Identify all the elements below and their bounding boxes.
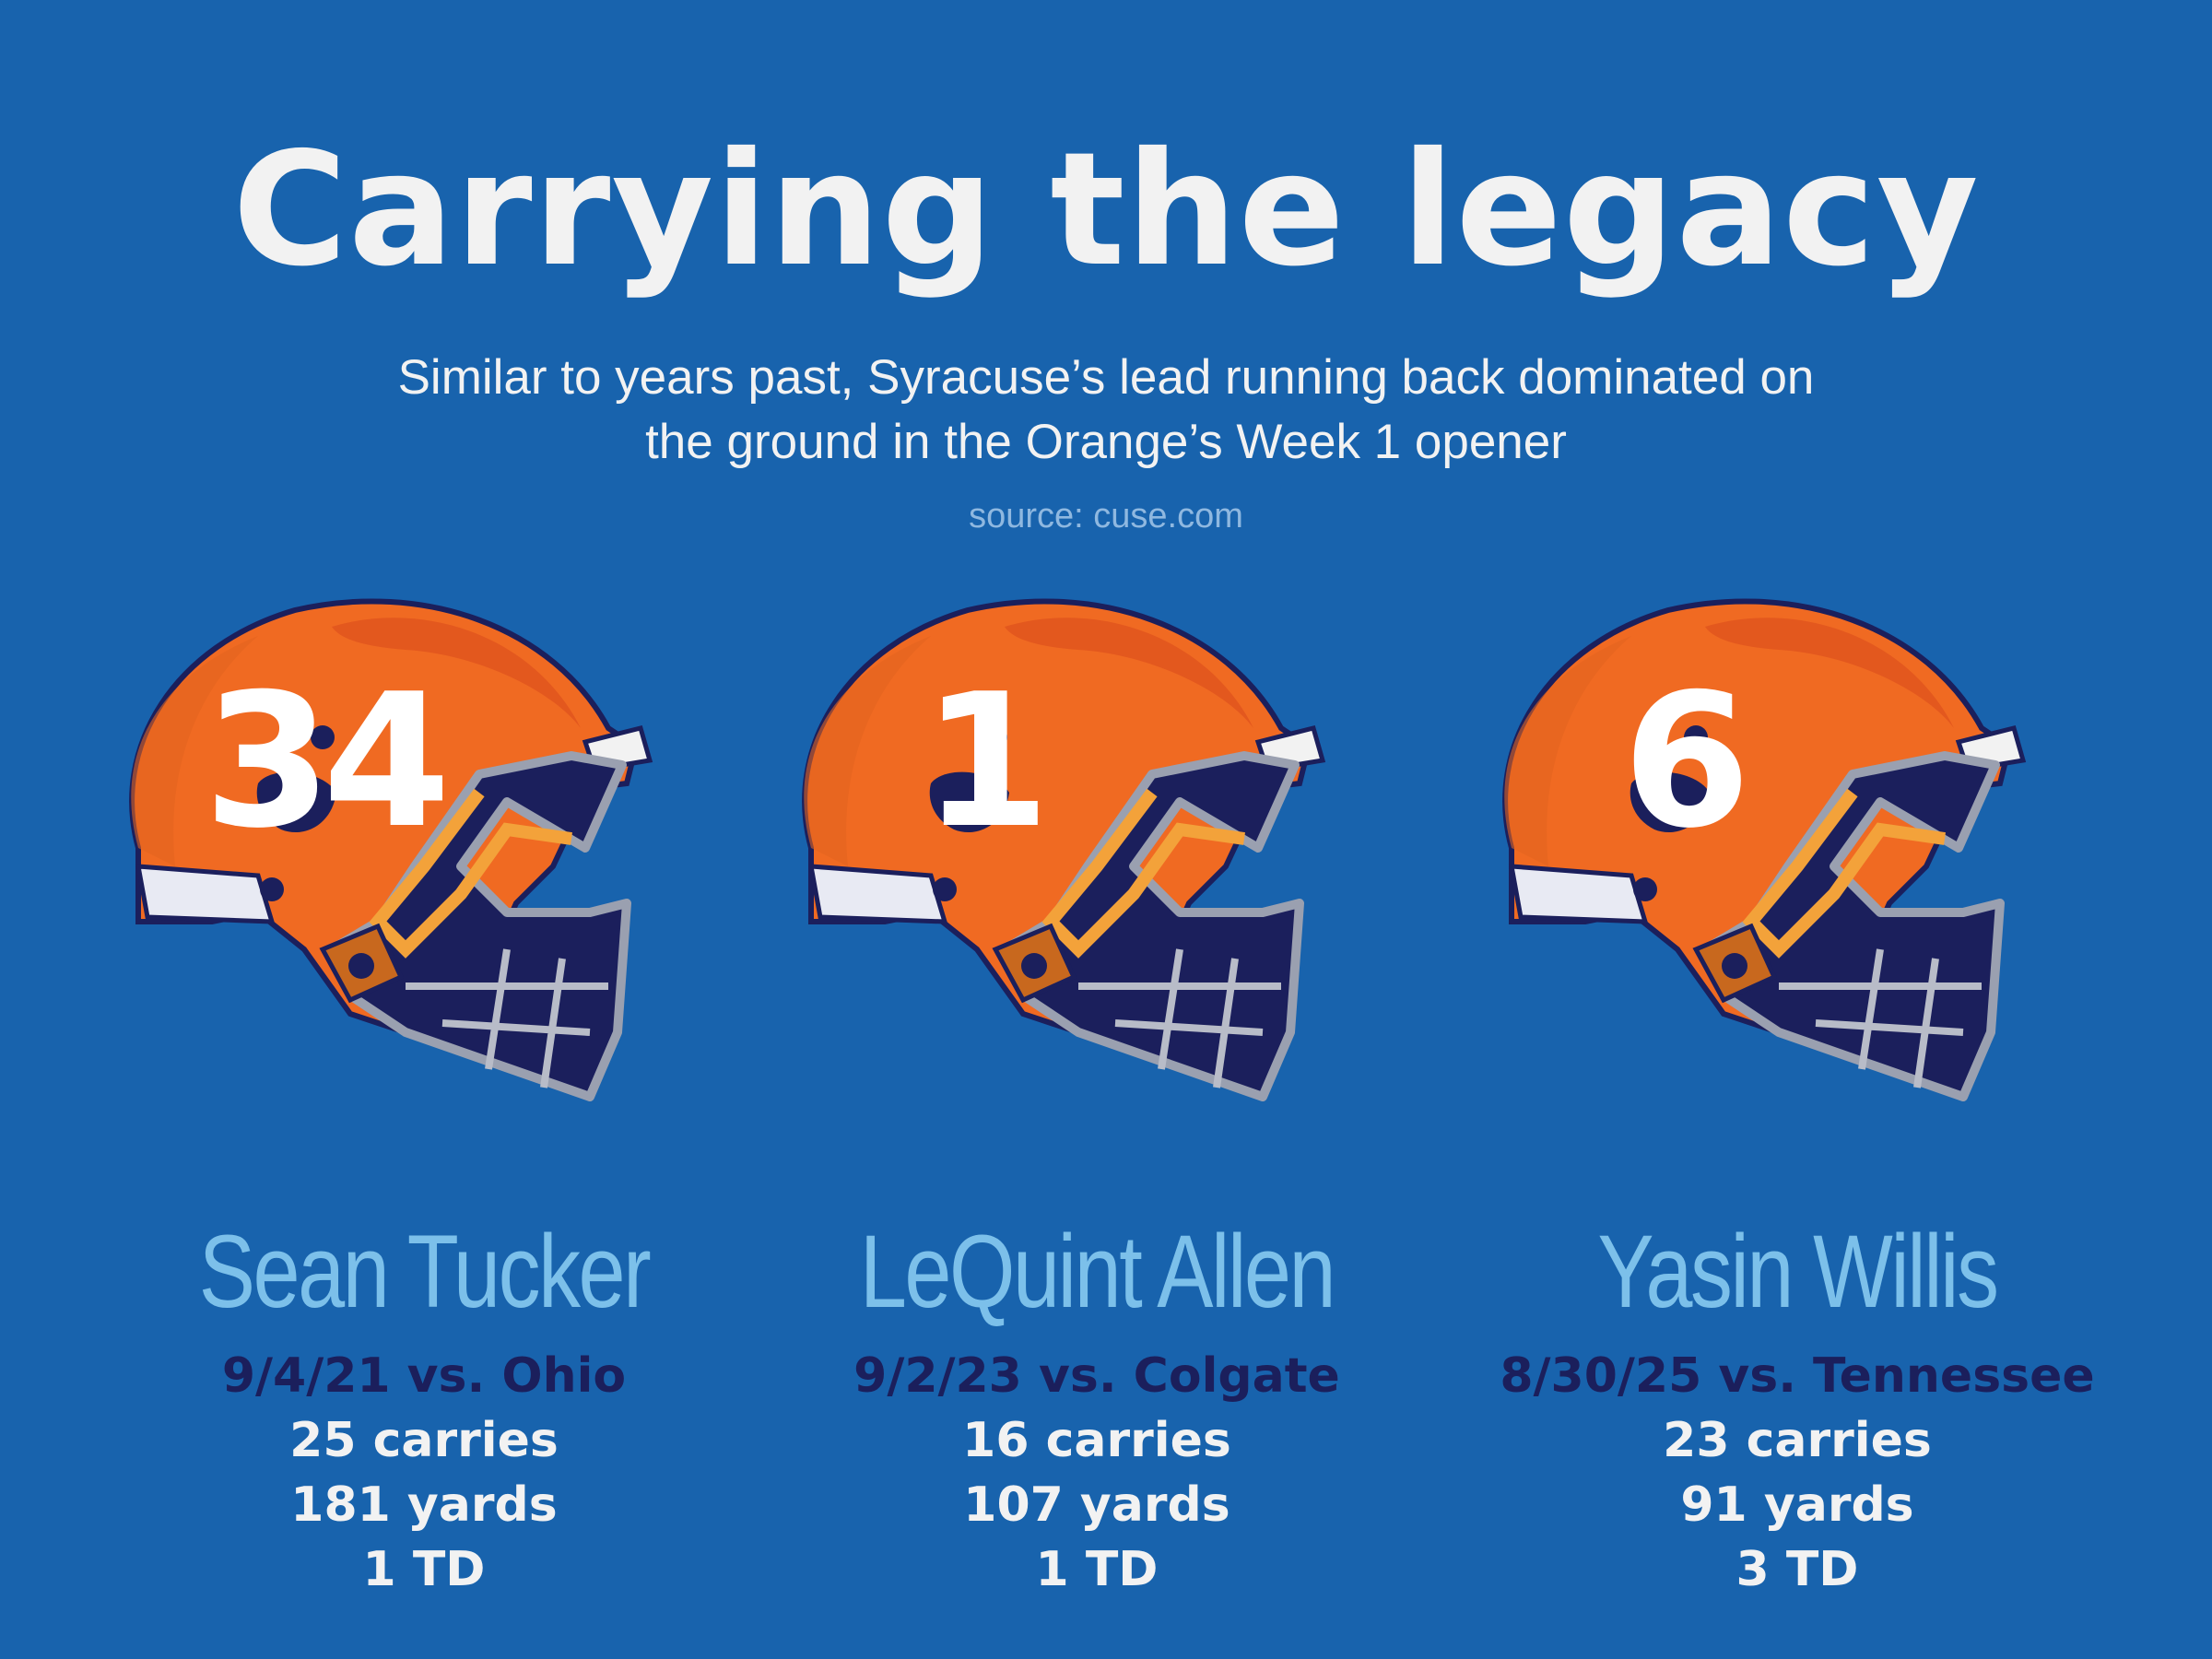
player-name: Sean Tucker <box>198 1214 652 1329</box>
carries-stat: 16 carries <box>962 1413 1231 1468</box>
page-title: Carrying the legacy <box>232 119 1980 301</box>
game-label: 9/4/21 vs. Ohio <box>221 1348 627 1404</box>
player-name: Yasin Willis <box>1597 1214 1999 1329</box>
player-card-1: 34 Sean Tucker 9/4/21 vs. Ohio 25 carrie… <box>74 590 774 1604</box>
player-card-3: 6 Yasin Willis 8/30/25 vs. Tennessee 23 … <box>1447 590 2147 1604</box>
jersey-number: 6 <box>1622 654 1741 869</box>
source-note: source: cuse.com <box>969 497 1243 535</box>
jersey-number: 1 <box>922 654 1041 869</box>
td-stat: 3 TD <box>1735 1542 1859 1597</box>
td-stat: 1 TD <box>1035 1542 1159 1597</box>
player-card-2: 1 LeQuint Allen 9/2/23 vs. Colgate 16 ca… <box>747 590 1447 1604</box>
football-helmet-icon: 6 <box>1502 598 2027 1101</box>
td-stat: 1 TD <box>362 1542 486 1597</box>
yards-stat: 91 yards <box>1680 1477 1914 1533</box>
game-label: 9/2/23 vs. Colgate <box>853 1348 1340 1404</box>
game-label: 8/30/25 vs. Tennessee <box>1500 1348 2095 1404</box>
jersey-number: 34 <box>204 654 442 869</box>
carries-stat: 23 carries <box>1663 1413 1932 1468</box>
subtitle-line-1: Similar to years past, Syracuse’s lead r… <box>397 350 1815 405</box>
football-helmet-icon: 1 <box>802 598 1326 1101</box>
yards-stat: 181 yards <box>290 1477 558 1533</box>
player-name: LeQuint Allen <box>859 1214 1336 1329</box>
football-helmet-icon: 34 <box>129 598 653 1101</box>
carries-stat: 25 carries <box>289 1413 559 1468</box>
yards-stat: 107 yards <box>963 1477 1230 1533</box>
subtitle-line-2: the ground in the Orange’s Week 1 opener <box>645 415 1567 469</box>
subtitle: Similar to years past, Syracuse’s lead r… <box>276 346 1936 475</box>
